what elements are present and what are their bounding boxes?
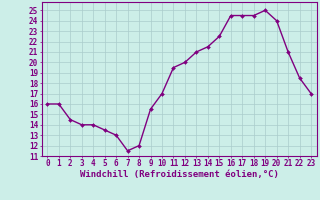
X-axis label: Windchill (Refroidissement éolien,°C): Windchill (Refroidissement éolien,°C)	[80, 170, 279, 179]
